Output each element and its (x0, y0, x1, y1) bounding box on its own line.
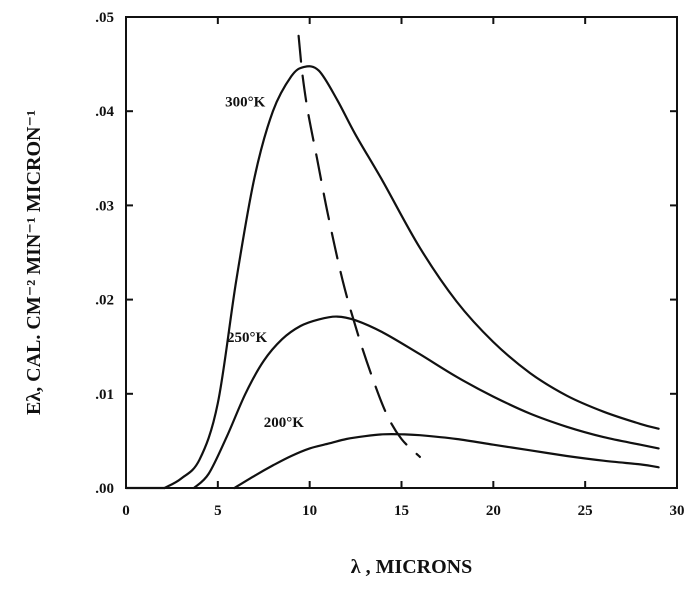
x-tick-label-0: 0 (122, 503, 130, 519)
x-tick-label-1: 5 (214, 503, 222, 519)
y-tick-label-2: .02 (95, 293, 114, 309)
x-axis-title: λ , MICRONS (351, 556, 473, 578)
curve-250k (192, 315, 660, 490)
curve-300k (163, 65, 660, 490)
plot-frame (125, 16, 678, 489)
tick-labels: 0 5 10 15 20 25 30 .00 .01 .02 .03 .04 .05 300°K 250°K… (95, 10, 684, 519)
tick-marks (125, 16, 678, 489)
x-tick-label-2: 10 (302, 503, 317, 519)
x-tick-label-4: 20 (486, 503, 501, 519)
curve-200k (233, 433, 660, 490)
y-tick-label-4: .04 (95, 104, 114, 120)
peak-wavelength-locus (297, 34, 421, 458)
x-tick-label-5: 25 (578, 503, 593, 519)
y-tick-label-5: .05 (95, 10, 114, 26)
y-tick-label-0: .00 (95, 481, 114, 497)
x-tick-label-6: 30 (670, 503, 685, 519)
curve-label-300k: 300°K (225, 94, 265, 110)
y-axis-title: Eλ, CAL. CM⁻² MIN⁻¹ MICRON⁻¹ (23, 110, 45, 415)
y-tick-label-3: .03 (95, 198, 114, 214)
series-curves (124, 34, 660, 490)
y-tick-label-1: .01 (95, 387, 114, 403)
curve-label-250k: 250°K (227, 330, 267, 346)
x-tick-label-3: 15 (394, 503, 409, 519)
curve-label-200k: 200°K (264, 415, 304, 431)
